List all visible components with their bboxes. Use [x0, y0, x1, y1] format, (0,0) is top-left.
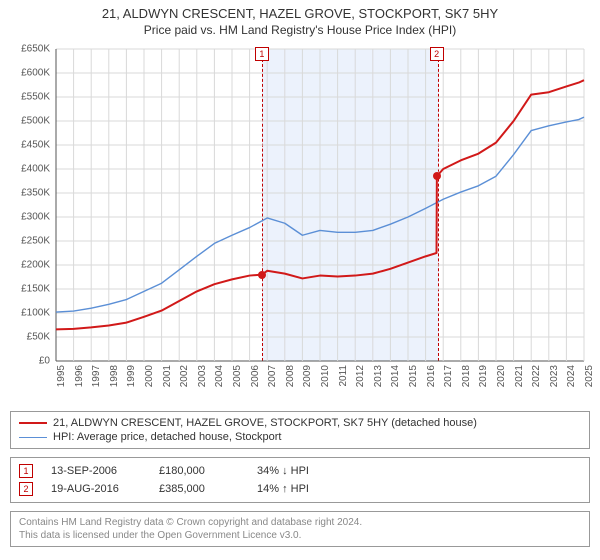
- sale-events: 1 13-SEP-2006 £180,000 34% ↓ HPI 2 19-AU…: [10, 457, 590, 503]
- sale-event-row: 2 19-AUG-2016 £385,000 14% ↑ HPI: [19, 480, 581, 498]
- legend-swatch: [19, 437, 47, 438]
- event-price: £180,000: [159, 465, 239, 477]
- event-price: £385,000: [159, 483, 239, 495]
- legend-swatch: [19, 422, 47, 424]
- event-delta: 14% ↑ HPI: [257, 483, 347, 495]
- legend-item: 21, ALDWYN CRESCENT, HAZEL GROVE, STOCKP…: [19, 416, 581, 430]
- chart-svg: [10, 43, 590, 403]
- legend-label: 21, ALDWYN CRESCENT, HAZEL GROVE, STOCKP…: [53, 417, 477, 429]
- legend-item: HPI: Average price, detached house, Stoc…: [19, 430, 581, 444]
- sale-event-row: 1 13-SEP-2006 £180,000 34% ↓ HPI: [19, 462, 581, 480]
- legend-label: HPI: Average price, detached house, Stoc…: [53, 431, 282, 443]
- event-marker-icon: 2: [19, 482, 33, 496]
- event-date: 13-SEP-2006: [51, 465, 141, 477]
- event-delta: 34% ↓ HPI: [257, 465, 347, 477]
- chart-title: 21, ALDWYN CRESCENT, HAZEL GROVE, STOCKP…: [10, 6, 590, 21]
- region-marker-icon: 2: [430, 47, 444, 61]
- event-date: 19-AUG-2016: [51, 483, 141, 495]
- footer-line: Contains HM Land Registry data © Crown c…: [19, 516, 581, 529]
- chart-plot-area: £0£50K£100K£150K£200K£250K£300K£350K£400…: [10, 43, 590, 403]
- sale-dot: [258, 271, 266, 279]
- chart-container: 21, ALDWYN CRESCENT, HAZEL GROVE, STOCKP…: [0, 0, 600, 557]
- footer-line: This data is licensed under the Open Gov…: [19, 529, 581, 542]
- chart-legend: 21, ALDWYN CRESCENT, HAZEL GROVE, STOCKP…: [10, 411, 590, 449]
- sale-dot: [433, 172, 441, 180]
- region-marker-icon: 1: [255, 47, 269, 61]
- chart-titles: 21, ALDWYN CRESCENT, HAZEL GROVE, STOCKP…: [10, 6, 590, 37]
- event-marker-icon: 1: [19, 464, 33, 478]
- chart-subtitle: Price paid vs. HM Land Registry's House …: [10, 23, 590, 37]
- chart-footer: Contains HM Land Registry data © Crown c…: [10, 511, 590, 547]
